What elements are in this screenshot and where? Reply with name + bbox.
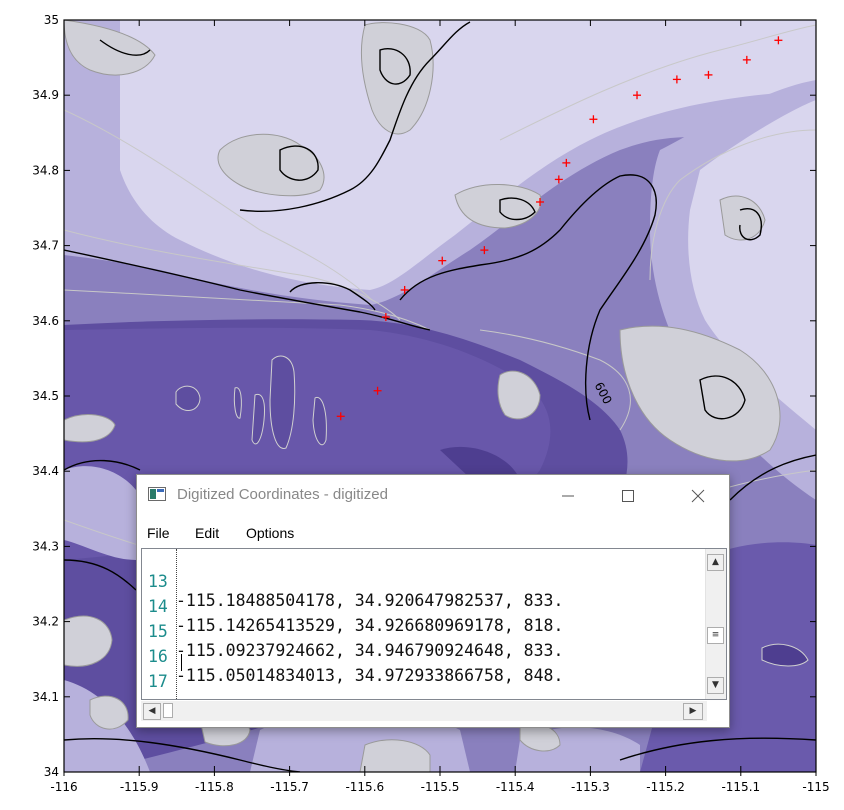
y-tick-label: 34.6 — [32, 314, 59, 328]
line-number: 13 — [148, 572, 168, 591]
digitized-coordinates-window: Digitized Coordinates - digitized File E… — [136, 474, 730, 728]
digitized-point-marker — [633, 91, 642, 100]
digitized-point-marker — [336, 412, 345, 421]
y-tick-label: 34.3 — [32, 539, 59, 553]
text-line: 17 — [142, 653, 202, 691]
scroll-left-button[interactable]: ◀ — [143, 703, 161, 720]
x-tick-label: -115.1 — [721, 780, 760, 794]
line-text: -115.05014834013, 34.972933866758, 848. — [176, 666, 564, 685]
digitized-point-marker — [536, 197, 545, 206]
digitized-point-marker — [704, 70, 713, 79]
y-tick-label: 34.5 — [32, 389, 59, 403]
x-tick-label: -115.7 — [270, 780, 309, 794]
window-title: Digitized Coordinates - digitized — [177, 486, 388, 503]
digitized-point-marker — [589, 115, 598, 124]
text-line: 14 -115.14265413529, 34.926680969178, 81… — [142, 578, 563, 635]
digitized-point-marker — [742, 55, 751, 64]
line-number: 14 — [148, 597, 168, 616]
digitized-point-marker — [562, 158, 571, 167]
maximize-button[interactable] — [605, 475, 651, 515]
line-number: 16 — [148, 647, 168, 666]
scroll-up-button[interactable]: ▲ — [707, 554, 724, 571]
digitized-point-marker — [438, 256, 447, 265]
y-tick-label: 34.4 — [32, 464, 59, 478]
minimize-icon — [562, 495, 574, 496]
close-button[interactable] — [675, 475, 721, 515]
x-tick-label: -115.6 — [345, 780, 384, 794]
y-tick-label: 34.8 — [32, 163, 59, 177]
horizontal-scrollbar[interactable]: ◀ ▶ — [141, 701, 707, 721]
vertical-scrollbar[interactable]: ▲ ≡ ▼ — [705, 549, 726, 699]
digitized-point-marker — [381, 313, 390, 322]
y-tick-label: 34.9 — [32, 88, 59, 102]
line-text: -115.09237924662, 34.946790924648, 833. — [176, 641, 564, 660]
x-axis: -116 -115.9 -115.8 -115.7 -115.6 -115.5 -115.4… — [50, 20, 830, 794]
digitized-point-marker — [400, 285, 409, 294]
x-tick-label: -115.3 — [571, 780, 610, 794]
x-tick-label: -115 — [802, 780, 829, 794]
scroll-down-button[interactable]: ▼ — [707, 677, 724, 694]
scroll-right-button[interactable]: ▶ — [683, 703, 703, 720]
x-tick-label: -115.4 — [496, 780, 535, 794]
text-line: 16 -115.05014834013, 34.972933866758, 84… — [142, 628, 563, 685]
text-caret — [181, 654, 182, 671]
digitized-markers — [336, 36, 783, 421]
app-icon — [148, 487, 166, 501]
y-tick-label: 34 — [44, 765, 59, 779]
digitized-point-marker — [554, 175, 563, 184]
line-number-divider — [176, 549, 177, 699]
y-tick-label: 35 — [44, 13, 59, 27]
digitized-point-marker — [774, 36, 783, 45]
menu-file[interactable]: File — [147, 525, 170, 541]
y-axis: 35 34.9 34.8 34.7 34.6 34.5 34.4 34.3 34.2 34.1 34 — [32, 13, 816, 779]
close-icon — [691, 489, 705, 502]
digitized-point-marker — [480, 246, 489, 255]
line-number: 17 — [148, 672, 168, 691]
horizontal-scroll-thumb[interactable] — [163, 703, 173, 718]
y-tick-label: 34.7 — [32, 239, 59, 253]
x-tick-label: -115.5 — [421, 780, 460, 794]
line-text: -115.18488504178, 34.920647982537, 833. — [176, 591, 564, 610]
maximize-icon — [622, 489, 634, 502]
x-tick-label: -115.8 — [195, 780, 234, 794]
y-tick-label: 34.1 — [32, 690, 59, 704]
minimize-button[interactable] — [545, 475, 591, 515]
menu-options[interactable]: Options — [246, 525, 295, 541]
y-tick-label: 34.2 — [32, 615, 59, 629]
title-bar[interactable]: Digitized Coordinates - digitized — [137, 475, 729, 515]
scroll-thumb[interactable]: ≡ — [707, 627, 724, 644]
text-line: 13 -115.18488504178, 34.920647982537, 83… — [142, 553, 563, 610]
menu-bar: File Edit Options — [137, 519, 729, 543]
digitized-point-marker — [672, 75, 681, 84]
x-tick-label: -115.9 — [120, 780, 159, 794]
coordinates-text-area[interactable]: 13 -115.18488504178, 34.920647982537, 83… — [141, 548, 727, 700]
x-tick-label: -115.2 — [646, 780, 685, 794]
x-tick-label: -116 — [50, 780, 77, 794]
line-text: -115.14265413529, 34.926680969178, 818. — [176, 616, 564, 635]
line-number: 15 — [148, 622, 168, 641]
digitized-point-marker — [373, 386, 382, 395]
text-line: 15 -115.09237924662, 34.946790924648, 83… — [142, 603, 563, 660]
menu-edit[interactable]: Edit — [195, 525, 220, 541]
